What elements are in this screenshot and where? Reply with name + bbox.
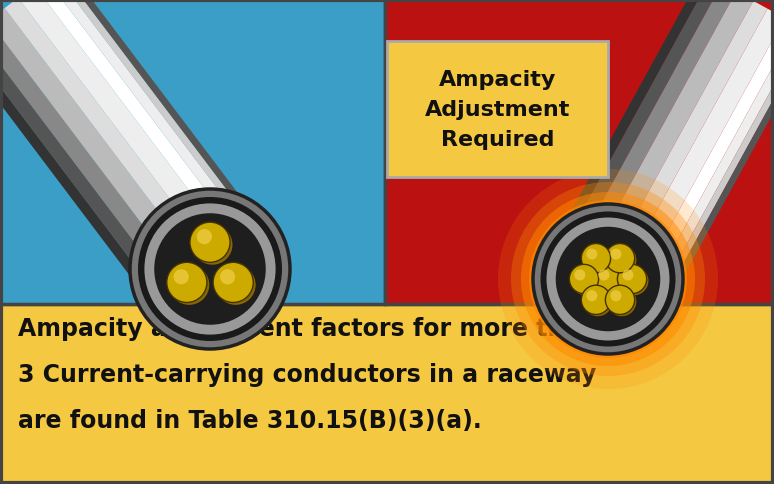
Polygon shape [34,0,245,251]
Polygon shape [571,0,736,267]
Bar [0,304,774,484]
Polygon shape [0,31,175,304]
Polygon shape [653,30,774,307]
Circle shape [570,265,598,294]
Circle shape [556,227,660,332]
Circle shape [587,290,598,302]
Circle shape [213,263,253,303]
Circle shape [607,287,636,317]
Circle shape [220,270,235,285]
Circle shape [192,225,232,265]
Circle shape [583,287,612,317]
Circle shape [540,212,676,347]
Bar [387,2,772,302]
Circle shape [145,204,276,335]
Circle shape [170,265,209,305]
Circle shape [598,270,609,281]
Polygon shape [634,19,774,300]
Polygon shape [5,0,218,273]
Circle shape [618,265,647,294]
Bar [0,0,385,304]
Circle shape [511,182,705,376]
Circle shape [562,233,629,301]
Circle shape [546,218,670,341]
Circle shape [595,267,625,296]
Circle shape [611,249,622,260]
Circle shape [580,249,623,292]
Circle shape [594,265,622,294]
Polygon shape [551,0,711,253]
Circle shape [197,229,212,245]
FancyBboxPatch shape [387,42,608,178]
Circle shape [587,249,598,260]
Circle shape [605,286,635,315]
Polygon shape [585,0,753,276]
Text: Required: Required [440,130,554,150]
Circle shape [571,267,601,296]
Circle shape [190,223,230,263]
Text: Ampacity adjustment factors for more than: Ampacity adjustment factors for more tha… [18,317,597,340]
Polygon shape [645,25,774,304]
Circle shape [161,220,233,292]
Polygon shape [0,21,188,296]
Bar [385,0,774,304]
Circle shape [498,170,718,389]
Polygon shape [659,33,774,311]
Polygon shape [0,40,164,310]
Polygon shape [46,0,253,243]
Circle shape [622,270,633,281]
Circle shape [130,190,290,349]
Circle shape [529,200,687,358]
Circle shape [533,205,683,354]
Circle shape [521,193,695,366]
Circle shape [583,246,612,275]
Text: 3 Current-carrying conductors in a raceway: 3 Current-carrying conductors in a racew… [18,362,596,386]
Polygon shape [53,0,259,237]
Circle shape [166,263,207,303]
Text: Ampacity: Ampacity [439,70,557,90]
Circle shape [154,214,265,325]
Circle shape [215,265,255,305]
Polygon shape [560,0,722,259]
Bar [2,2,383,302]
Circle shape [611,290,622,302]
Polygon shape [617,10,774,293]
Circle shape [581,286,611,315]
Circle shape [574,270,585,281]
Polygon shape [0,9,204,286]
Polygon shape [18,0,235,263]
Text: Adjustment: Adjustment [425,100,570,120]
Polygon shape [602,2,768,284]
Circle shape [619,267,649,296]
Circle shape [607,246,636,275]
Text: are found in Table 310.15(B)(3)(a).: are found in Table 310.15(B)(3)(a). [18,408,481,432]
Circle shape [605,244,635,273]
Circle shape [173,270,189,285]
Polygon shape [59,0,264,233]
Circle shape [138,197,282,341]
Circle shape [581,244,611,273]
Circle shape [180,237,227,283]
